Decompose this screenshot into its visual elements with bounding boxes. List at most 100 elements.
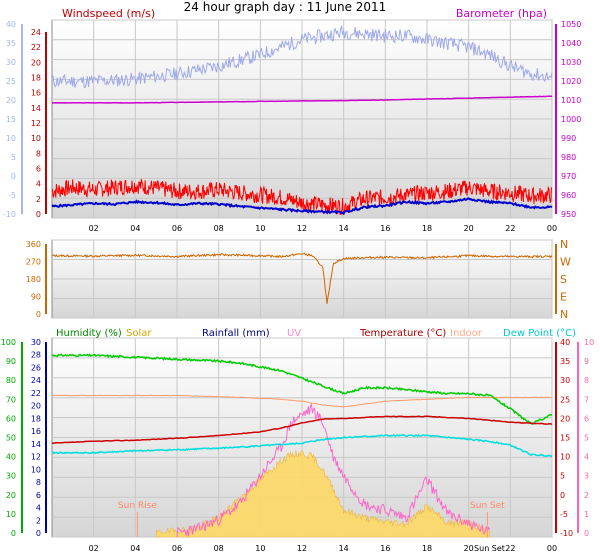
windspeed-average-series-line [51, 197, 553, 215]
climate-panel-x-tick-label: 16 [380, 544, 390, 553]
rainfall-axis-tick-label: 16 [31, 427, 41, 436]
direction-axis-tick-label: 360 [26, 240, 41, 249]
temperature-axis-tick-label: 0 [560, 491, 565, 500]
sun-rise-label: Sun Rise [118, 501, 157, 511]
windspeed-axis-tick-label: 4 [36, 180, 41, 189]
wind-panel-temp-scale-tick-label: 40 [6, 20, 16, 29]
windspeed-axis-tick-label: 10 [31, 134, 41, 143]
temperature-axis-tick-label: 10 [560, 453, 570, 462]
rainfall-axis-tick-label: 24 [31, 376, 41, 385]
windspeed-axis-tick-label: 12 [31, 119, 41, 128]
wind-panel-temp-scale-tick-label: 30 [6, 58, 16, 67]
wind-panel-x-tick-label: 22 [505, 224, 515, 233]
windspeed-axis-tick-label: 20 [31, 58, 41, 67]
climate-panel-x-tick-label: 22 [505, 544, 515, 553]
direction-axis-tick-label: 270 [26, 258, 41, 267]
rainfall-axis-tick-label: 22 [31, 389, 41, 398]
humidity-axis-tick-label: 30 [6, 472, 16, 481]
barometer-axis-tick-label: 1010 [561, 96, 581, 105]
dew-point-series-line [51, 433, 553, 458]
direction-axis-tick-label: 90 [31, 293, 41, 302]
wind-panel-x-tick-label: 04 [130, 224, 140, 233]
barometer-series-line [52, 95, 552, 104]
uv-axis-tick-label: 3 [584, 472, 589, 481]
legend-entry: Solar [126, 328, 152, 339]
uv-axis-tick-label: 4 [584, 453, 589, 462]
climate-panel-x-tick-label: 04 [130, 544, 140, 553]
uv-axis-tick-label: 6 [584, 414, 589, 423]
climate-panel-x-tick-label: 14 [339, 544, 349, 553]
barometer-axis-tick-label: 970 [561, 172, 576, 181]
wind-panel-x-tick-label: 10 [255, 224, 265, 233]
windspeed-axis-tick-label: 0 [36, 210, 41, 219]
temperature-axis-tick-label: 25 [560, 395, 570, 404]
barometer-axis-tick-label: 1000 [561, 115, 581, 124]
uv-axis-tick-label: 1 [584, 510, 589, 519]
legend-entry: Dew Point (°C) [503, 328, 576, 339]
rainfall-axis-tick-label: 12 [31, 453, 41, 462]
windspeed-axis-tick-label: 24 [31, 28, 41, 37]
climate-panel-x-tick-label: 10 [255, 544, 265, 553]
wind-panel-temp-scale-tick-label: 10 [6, 134, 16, 143]
climate-panel-x-tick-label: 06 [172, 544, 182, 553]
rainfall-axis-tick-label: 2 [36, 516, 41, 525]
temperature-axis-tick-label: 5 [560, 472, 565, 481]
legend-entry: Rainfall (mm) [202, 328, 270, 339]
wind-panel-temp-scale-tick-label: 0 [11, 172, 16, 181]
rainfall-axis-tick-label: 26 [31, 363, 41, 372]
rainfall-axis-tick-label: 30 [31, 338, 41, 347]
rainfall-axis-tick-label: 18 [31, 414, 41, 423]
wind-panel-temp-scale-tick-label: 25 [6, 77, 16, 86]
wind-panel-x-tick-label: 02 [89, 224, 99, 233]
rainfall-axis-tick-label: 8 [36, 478, 41, 487]
climate-panel-x-tick-label: 20 [464, 544, 474, 553]
windspeed-axis-tick-label: 8 [36, 149, 41, 158]
humidity-axis-tick-label: 20 [6, 491, 16, 500]
direction-axis-tick-label: 180 [26, 275, 41, 284]
barometer-axis-tick-label: 990 [561, 134, 576, 143]
climate-panel-x-tick-label: 12 [297, 544, 307, 553]
temperature-axis-tick-label: 40 [560, 338, 570, 347]
uv-axis-tick-label: 5 [584, 434, 589, 443]
barometer-axis-tick-label: 950 [561, 210, 576, 219]
humidity-series-line [51, 353, 553, 425]
wind-panel-temp-scale-tick-label: 20 [6, 96, 16, 105]
climate-panel-x-tick-label: 08 [214, 544, 224, 553]
windspeed-axis-tick-label: 6 [36, 165, 41, 174]
uv-axis-tick-label: 0 [584, 529, 589, 538]
barometer-axis-tick-label: 980 [561, 153, 576, 162]
compass-label: S [560, 273, 567, 286]
wind-panel-x-tick-label: 00 [547, 224, 557, 233]
compass-label: W [560, 256, 571, 269]
barometer-axis-title: Barometer (hpa) [456, 7, 547, 20]
rainfall-axis-tick-label: 14 [31, 440, 41, 449]
barometer-axis-tick-label: 960 [561, 191, 576, 200]
windspeed-axis-tick-label: 22 [31, 43, 41, 52]
windspeed-axis-tick-label: 14 [31, 104, 41, 113]
uv-axis-tick-label: 10 [584, 338, 594, 347]
wind-panel-x-tick-label: 18 [422, 224, 432, 233]
humidity-axis-tick-label: 70 [6, 395, 16, 404]
barometer-axis-tick-label: 1020 [561, 77, 581, 86]
temperature-axis-tick-label: 30 [560, 376, 570, 385]
humidity-axis-tick-label: 0 [11, 529, 16, 538]
barometer-axis-tick-label: 1040 [561, 39, 581, 48]
compass-label: E [560, 291, 567, 304]
humidity-axis-tick-label: 50 [6, 434, 16, 443]
wind-direction-trace-light [51, 24, 553, 89]
barometer-axis-tick-label: 1050 [561, 20, 581, 29]
rainfall-axis-tick-label: 10 [31, 465, 41, 474]
compass-label: N [560, 238, 568, 251]
rainfall-axis-tick-label: 20 [31, 402, 41, 411]
wind-panel-x-tick-label: 08 [214, 224, 224, 233]
rainfall-axis-tick-label: 0 [36, 529, 41, 538]
rainfall-axis-tick-label: 6 [36, 491, 41, 500]
wind-panel-temp-scale-tick-label: 15 [6, 115, 16, 124]
windspeed-axis-title: Windspeed (m/s) [62, 7, 155, 20]
wind-panel-temp-scale-tick-label: 35 [6, 39, 16, 48]
humidity-axis-tick-label: 60 [6, 414, 16, 423]
climate-panel-x-tick-label: Sun Set [474, 544, 505, 553]
temperature-axis-tick-label: 20 [560, 414, 570, 423]
humidity-axis-tick-label: 10 [6, 510, 16, 519]
